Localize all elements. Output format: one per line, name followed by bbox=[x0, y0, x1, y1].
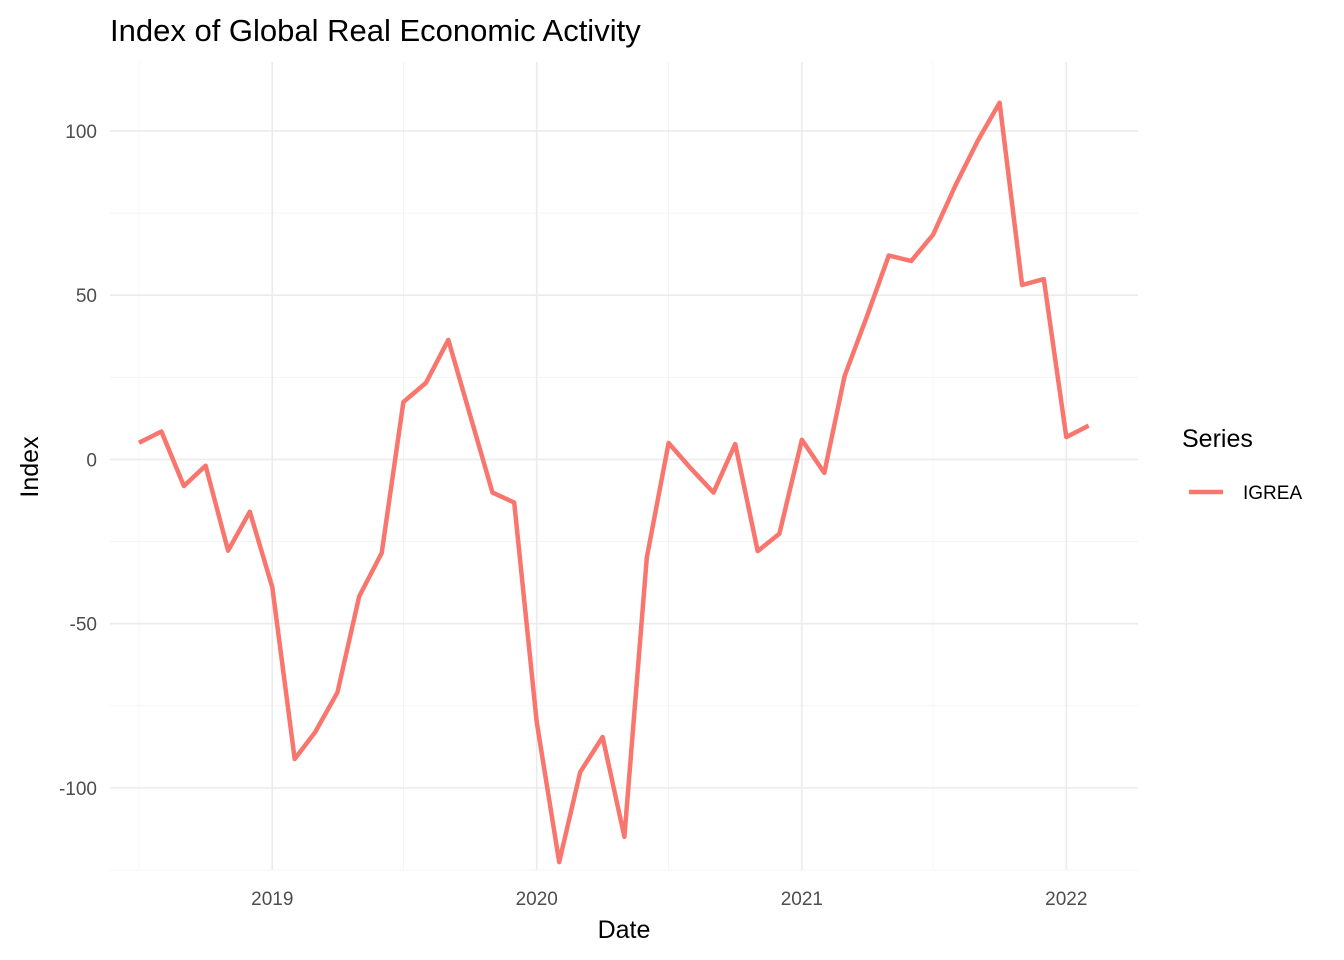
y-tick-label: 100 bbox=[65, 122, 97, 143]
y-tick-label: -50 bbox=[70, 615, 97, 636]
x-axis-tick-labels: 2019 2020 2021 2022 bbox=[251, 889, 1087, 910]
x-axis-title: Date bbox=[598, 916, 651, 944]
y-tick-label: 0 bbox=[86, 450, 97, 471]
minor-gridlines bbox=[110, 62, 1138, 871]
legend: Series IGREA bbox=[1182, 425, 1302, 504]
chart-title: Index of Global Real Economic Activity bbox=[110, 13, 641, 48]
x-tick-label: 2019 bbox=[251, 889, 293, 910]
legend-title: Series bbox=[1182, 425, 1253, 453]
y-axis-title: Index bbox=[16, 436, 44, 498]
major-gridlines bbox=[110, 62, 1138, 870]
x-tick-label: 2020 bbox=[516, 889, 558, 910]
legend-label: IGREA bbox=[1243, 483, 1302, 504]
x-tick-label: 2021 bbox=[781, 889, 823, 910]
x-tick-label: 2022 bbox=[1045, 889, 1087, 910]
series-layer bbox=[137, 100, 1090, 865]
series-line-igrea bbox=[137, 100, 1090, 865]
y-tick-label: -100 bbox=[59, 779, 97, 800]
y-tick-label: 50 bbox=[76, 286, 97, 307]
y-axis-tick-labels: -100 -50 0 50 100 bbox=[59, 122, 97, 800]
